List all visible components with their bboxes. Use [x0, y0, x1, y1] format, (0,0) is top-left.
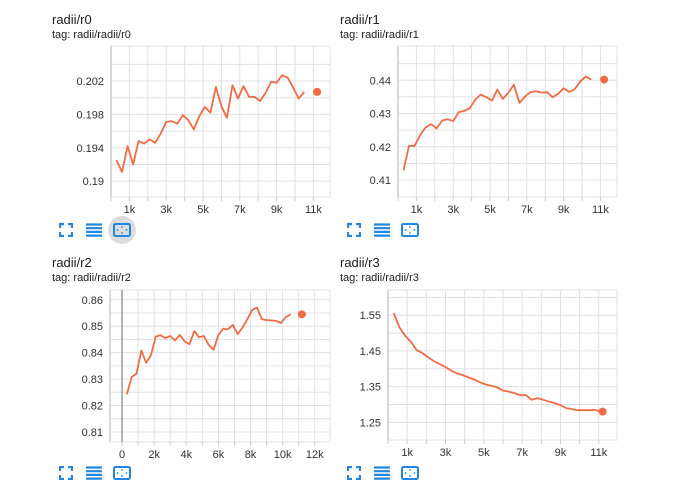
y-tick-label: 0.202: [76, 76, 104, 88]
series-line: [115, 74, 305, 173]
expand-button[interactable]: [340, 459, 368, 487]
chart-card-r1: radii/r1 tag: radii/radii/r1: [340, 12, 640, 252]
toggle-log-scale-button[interactable]: [368, 459, 396, 487]
fullscreen-icon: [347, 223, 361, 237]
chart-tag: tag: radii/radii/r3: [340, 272, 419, 284]
y-tick-label: 1.55: [360, 310, 381, 322]
x-tick-label: 9k: [271, 204, 283, 216]
x-tick-label: 1k: [124, 204, 136, 216]
expand-button[interactable]: [52, 459, 80, 487]
last-point-marker: [600, 75, 609, 84]
series-line: [392, 312, 601, 413]
fullscreen-icon: [59, 466, 73, 480]
x-tick-label: 7k: [516, 447, 528, 459]
y-tick-label: 1.25: [360, 417, 381, 429]
series-line: [402, 75, 592, 171]
x-tick-label: 9k: [558, 204, 570, 216]
last-point-marker: [598, 407, 607, 416]
expand-button[interactable]: [340, 216, 368, 244]
chart-title: radii/r0: [52, 12, 92, 27]
chart-tag: tag: radii/radii/r1: [340, 29, 419, 41]
grid: [109, 289, 331, 443]
x-tick-label: 5k: [484, 204, 496, 216]
fit-domain-button[interactable]: [396, 459, 424, 487]
chart-title: radii/r1: [340, 12, 380, 27]
x-tick-label: 1k: [401, 447, 413, 459]
fit-domain-button[interactable]: [108, 216, 136, 244]
expand-button[interactable]: [52, 216, 80, 244]
chart-tag: tag: radii/radii/r0: [52, 29, 131, 41]
y-tick-label: 1.35: [360, 382, 381, 394]
x-tick-label: 3k: [160, 204, 172, 216]
toggle-log-scale-button[interactable]: [368, 216, 396, 244]
y-tick-label: 1.45: [360, 346, 381, 358]
grid: [110, 45, 331, 198]
x-tick-label: 11k: [305, 204, 322, 216]
chart-title: radii/r2: [52, 255, 92, 270]
chart-card-r3: radii/r3 tag: radii/radii/r3: [340, 255, 640, 495]
fit-to-data-icon: [113, 466, 131, 480]
list-lines-icon: [374, 466, 390, 480]
x-tick-label: 12k: [306, 449, 324, 461]
series-line: [126, 306, 292, 395]
fit-to-data-icon: [113, 223, 131, 237]
y-tick-label: 0.41: [370, 175, 391, 187]
y-tick-label: 0.198: [76, 109, 104, 121]
x-tick-label: 7k: [234, 204, 246, 216]
fullscreen-icon: [347, 466, 361, 480]
toggle-log-scale-button[interactable]: [80, 216, 108, 244]
chart-toolbar-r2: [52, 459, 136, 487]
y-tick-label: 0.81: [82, 427, 103, 439]
x-tick-label: 1k: [411, 204, 423, 216]
y-tick-label: 0.19: [83, 176, 104, 188]
fit-to-data-icon: [401, 223, 419, 237]
chart-title: radii/r3: [340, 255, 380, 270]
x-tick-label: 8k: [245, 449, 257, 461]
x-tick-label: 4k: [180, 449, 192, 461]
x-tick-label: 3k: [440, 447, 452, 459]
fit-domain-button[interactable]: [396, 216, 424, 244]
list-lines-icon: [374, 223, 390, 237]
list-lines-icon: [86, 223, 102, 237]
fit-to-data-icon: [401, 466, 419, 480]
x-tick-label: 2k: [148, 449, 160, 461]
y-tick-label: 0.85: [82, 321, 103, 333]
chart-toolbar-r0: [52, 216, 136, 244]
last-point-marker: [313, 87, 322, 96]
toggle-log-scale-button[interactable]: [80, 459, 108, 487]
chart-tag: tag: radii/radii/r2: [52, 272, 131, 284]
y-tick-label: 0.83: [82, 374, 103, 386]
list-lines-icon: [86, 466, 102, 480]
x-tick-label: 11k: [590, 447, 607, 459]
x-tick-label: 0: [119, 449, 125, 461]
y-tick-label: 0.82: [82, 401, 103, 413]
x-tick-label: 3k: [447, 204, 459, 216]
x-tick-label: 5k: [478, 447, 490, 459]
last-point-marker: [297, 310, 306, 319]
y-tick-label: 0.194: [76, 143, 104, 155]
x-tick-label: 10k: [274, 449, 292, 461]
y-tick-label: 0.43: [370, 109, 391, 121]
x-tick-label: 9k: [555, 447, 567, 459]
fit-domain-button[interactable]: [108, 459, 136, 487]
y-tick-label: 0.84: [82, 348, 103, 360]
x-tick-label: 11k: [592, 204, 609, 216]
y-tick-label: 0.86: [82, 295, 103, 307]
chart-card-r2: radii/r2 tag: radii/radii/r2: [52, 255, 352, 495]
chart-toolbar-r3: [340, 459, 424, 487]
y-tick-label: 0.42: [370, 142, 391, 154]
x-tick-label: 7k: [521, 204, 533, 216]
y-tick-label: 0.44: [370, 75, 391, 87]
chart-card-r0: radii/r0 tag: radii/radii/r0: [52, 12, 352, 252]
x-tick-label: 5k: [197, 204, 209, 216]
x-tick-label: 6k: [213, 449, 225, 461]
chart-toolbar-r1: [340, 216, 424, 244]
fullscreen-icon: [59, 223, 73, 237]
grid: [387, 289, 618, 441]
